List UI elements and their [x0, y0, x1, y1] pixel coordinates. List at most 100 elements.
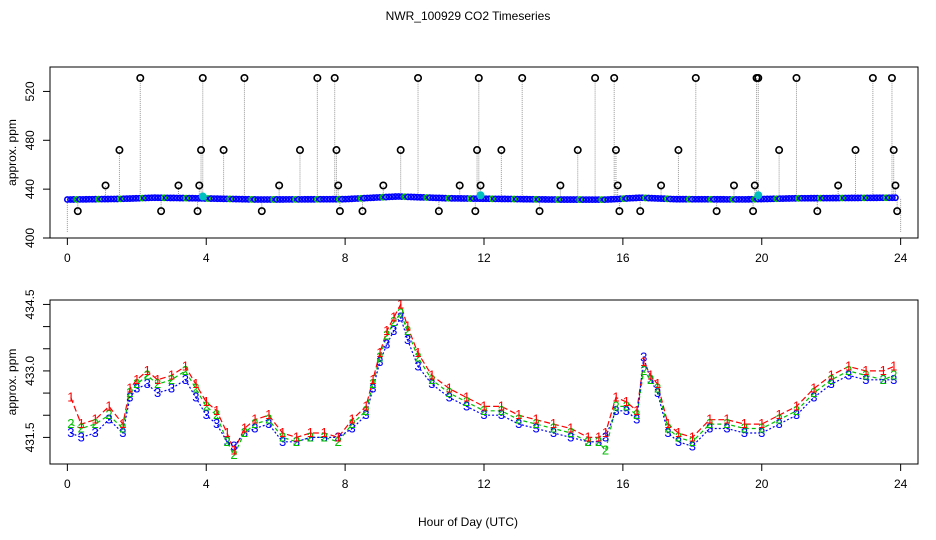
baseline-point	[532, 195, 540, 203]
series-2-point: 2	[723, 416, 730, 431]
outlier-point-33	[556, 181, 565, 190]
series-3-point: 3	[397, 310, 404, 325]
series-3-point: 3	[414, 358, 421, 373]
outlier-point-58	[891, 181, 900, 190]
series-2-point: 2	[828, 372, 835, 387]
series-1-point: 1	[498, 398, 505, 413]
series-3-point: 3	[845, 367, 852, 382]
series-2-point: 2	[78, 421, 85, 436]
baseline-point	[135, 194, 143, 202]
series-2-point: 2	[706, 416, 713, 431]
baseline-point	[563, 196, 571, 203]
baseline-point	[342, 195, 349, 203]
baseline-point	[385, 193, 393, 201]
baseline-point	[445, 194, 452, 202]
baseline-point	[170, 194, 178, 202]
baseline-point	[320, 195, 327, 203]
series-3-point: 3	[828, 376, 835, 391]
baseline-point	[370, 194, 377, 202]
baseline-point	[579, 196, 587, 203]
series-1-point: 1	[362, 398, 369, 413]
baseline-point	[620, 195, 627, 203]
series-3-point: 3	[133, 381, 140, 396]
baseline-point	[298, 195, 306, 203]
baseline-point	[120, 195, 128, 203]
baseline-point	[185, 194, 193, 202]
series-1-point: 1	[463, 390, 470, 405]
series-1-point: 1	[647, 367, 654, 382]
series-2-point: 2	[602, 443, 609, 458]
baseline-point	[404, 193, 412, 201]
baseline-point	[863, 194, 871, 202]
baseline-point	[870, 194, 877, 202]
series-2-point: 2	[192, 381, 199, 396]
baseline-point	[229, 195, 237, 203]
series-1-point: 1	[428, 367, 435, 382]
series-line-3	[70, 316, 894, 448]
outlier-point-11	[240, 73, 249, 82]
baseline-point	[407, 193, 415, 201]
x-axis-label: Hour of Day (UTC)	[417, 515, 518, 529]
series-2-point: 2	[213, 407, 220, 422]
baseline-point	[245, 195, 252, 203]
x-tick-label-1-6: 24	[894, 251, 908, 265]
baseline-point	[617, 195, 624, 203]
baseline-point	[782, 195, 790, 202]
cyan-point-2	[754, 191, 763, 200]
baseline-point	[373, 194, 381, 201]
baseline-point	[217, 195, 224, 203]
series-2-point: 2	[383, 327, 390, 342]
baseline-point	[485, 195, 493, 203]
baseline-point	[76, 195, 84, 203]
baseline-point	[148, 194, 156, 202]
series-2-point: 2	[595, 434, 602, 449]
series-2-point: 2	[404, 323, 411, 338]
outlier-point-4	[157, 207, 166, 216]
series-1-point: 1	[567, 421, 574, 436]
baseline-point	[279, 196, 287, 203]
outlier-point-10	[219, 146, 228, 155]
baseline-point	[673, 195, 681, 203]
baseline-point	[210, 195, 218, 203]
series-2-point: 2	[463, 394, 470, 409]
baseline-point	[192, 194, 199, 202]
series-2-point: 2	[279, 429, 286, 444]
baseline-point	[635, 194, 643, 202]
series-1-point: 1	[133, 372, 140, 387]
series-3-point: 3	[515, 416, 522, 431]
series-2-point: 2	[862, 367, 869, 382]
outlier-point-44	[712, 207, 721, 216]
outlier-point-34	[573, 146, 582, 155]
baseline-point	[885, 194, 893, 202]
x-tick-label-2-0: 0	[64, 477, 71, 491]
series-2-point: 2	[623, 398, 630, 413]
series-3-point: 3	[192, 390, 199, 405]
baseline-point	[607, 195, 615, 203]
series-3-point: 3	[428, 376, 435, 391]
series-1-point: 1	[321, 425, 328, 440]
series-1-point: 1	[532, 412, 539, 427]
series-2-point: 2	[397, 305, 404, 320]
plot-frame-1	[49, 66, 919, 239]
baseline-point	[442, 194, 449, 202]
series-2-point: 2	[550, 421, 557, 436]
baseline-point	[676, 195, 684, 203]
baseline-point	[363, 194, 371, 202]
baseline-point	[410, 193, 418, 201]
outlier-point-49	[754, 73, 763, 82]
baseline-point	[167, 194, 174, 202]
series-1-point: 1	[689, 429, 696, 444]
baseline-point	[788, 194, 796, 202]
baseline-point	[460, 195, 468, 202]
baseline-point	[254, 196, 262, 203]
baseline-point	[176, 194, 184, 202]
outlier-point-29	[476, 181, 485, 190]
baseline-point	[488, 195, 496, 203]
series-1-point: 1	[230, 443, 237, 458]
baseline-point	[426, 194, 434, 202]
baseline-point	[251, 196, 259, 203]
series-2-point: 2	[119, 421, 126, 436]
baseline-point	[182, 194, 190, 202]
baseline-point	[360, 194, 368, 202]
baseline-point	[742, 195, 749, 203]
